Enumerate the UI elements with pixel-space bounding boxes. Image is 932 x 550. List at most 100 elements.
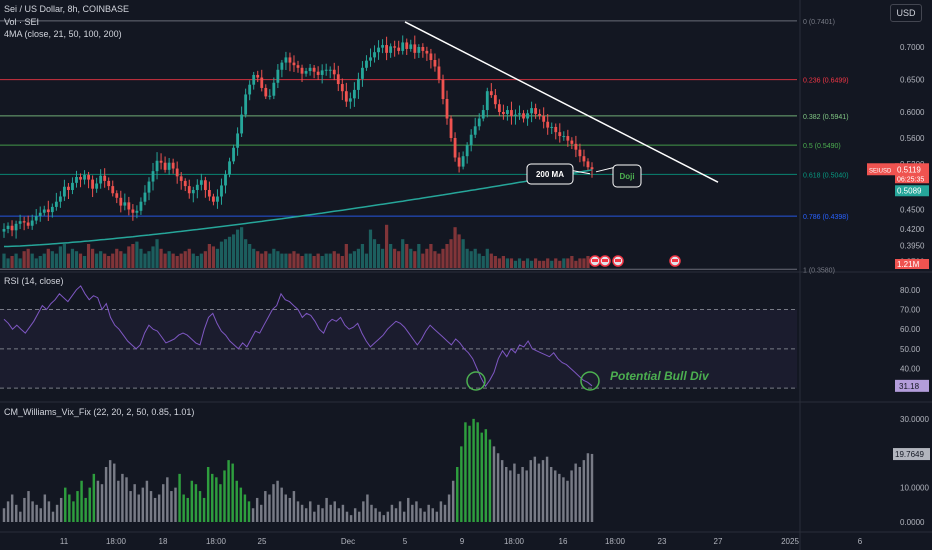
ma200-value: 0.5089 (897, 186, 922, 195)
vix-bar (415, 501, 418, 522)
volume-bar (123, 253, 127, 268)
volume-indicator-label[interactable]: Vol · SEI (4, 17, 40, 27)
volume-bar (191, 253, 195, 268)
volume-bar (235, 229, 240, 268)
volume-bar (380, 248, 385, 268)
volume-bar (485, 248, 489, 268)
vix-bar (382, 515, 385, 522)
candle-body (522, 113, 525, 119)
candle-body (550, 126, 554, 128)
currency-button[interactable]: USD (890, 4, 922, 22)
candle-body (397, 47, 401, 51)
vix-bar (443, 504, 447, 522)
candle-body (42, 209, 46, 213)
volume-bar (187, 248, 191, 268)
vix-bar (35, 504, 38, 522)
vix-bar (194, 484, 198, 522)
annotation-200ma: 200 MA (526, 163, 591, 185)
volume-bar (473, 248, 477, 268)
vix-bar (215, 477, 218, 522)
vix-bar (582, 460, 586, 522)
price-tick-label: 0.5600 (900, 134, 925, 143)
candle-body (46, 209, 50, 213)
candle-body (143, 192, 147, 202)
vix-bar (398, 501, 402, 522)
vix-bar (96, 480, 100, 522)
ma-indicator-label[interactable]: 4MA (close, 21, 50, 100, 200) (4, 29, 122, 39)
candle-body (441, 79, 445, 99)
candle-body (324, 69, 328, 71)
vix-bar (378, 511, 381, 522)
time-tick-label: 18:00 (605, 537, 626, 546)
volume-bar (562, 258, 566, 268)
candle-body (191, 190, 195, 194)
vix-bar (484, 429, 488, 522)
volume-bar (207, 244, 212, 268)
candle-body (83, 175, 86, 180)
flag-stripe (615, 259, 621, 262)
descending-trendline (404, 21, 719, 183)
vix-bar (554, 470, 557, 522)
annotation-box (526, 163, 574, 185)
vix-bar (149, 491, 153, 522)
vix-bar (231, 463, 234, 522)
volume-bar (449, 239, 453, 268)
candle-body (87, 175, 90, 180)
volume-bar (10, 256, 14, 268)
volume-bar (74, 251, 79, 268)
volume-bar (582, 258, 586, 268)
vix-bar (304, 508, 308, 522)
volume-bar (368, 229, 373, 268)
volume-bar (316, 253, 320, 268)
vix-bar (10, 494, 14, 522)
vix-bar (211, 473, 214, 522)
candle-body (485, 91, 489, 111)
volume-bar (252, 248, 256, 268)
fib-level-label: 1 (0.3580) (803, 267, 835, 274)
vix-bar (43, 494, 47, 522)
volume-bar (280, 253, 284, 268)
volume-bar (534, 258, 538, 268)
time-tick-label: 18:00 (106, 537, 127, 546)
vix-bar (374, 508, 377, 522)
candle-body (244, 94, 248, 115)
rsi-indicator-label[interactable]: RSI (14, close) (4, 276, 64, 286)
volume-bar (546, 258, 550, 268)
candle-body (465, 145, 469, 157)
vix-bar (157, 494, 161, 522)
vix-bar (341, 504, 345, 522)
time-tick-label: 6 (858, 537, 863, 546)
vix-bar (386, 511, 390, 522)
candle-body (562, 136, 566, 138)
candle-body (497, 104, 501, 112)
fib-level-label: 0.786 (0.4398) (803, 214, 849, 221)
candle-body (300, 67, 304, 74)
candle-body (429, 53, 433, 60)
divergence-circle (466, 371, 486, 391)
vix-bar (549, 467, 553, 522)
vix-bar (223, 470, 226, 522)
candle-body (260, 77, 264, 88)
volume-bar (521, 260, 526, 268)
volume-bar (167, 251, 171, 268)
candle-body (457, 157, 461, 167)
vix-indicator-label[interactable]: CM_Williams_Vix_Fix (22, 20, 2, 50, 0.85… (4, 407, 195, 417)
volume-bar (413, 251, 417, 268)
vix-bar (574, 463, 577, 522)
candle-body (377, 47, 380, 53)
vix-bar (153, 497, 157, 522)
candle-body (538, 113, 542, 116)
candle-body (187, 186, 191, 194)
volume-bar (103, 253, 107, 268)
vix-bar (517, 473, 520, 522)
vix-bar (19, 511, 22, 522)
volume-bar (550, 260, 554, 268)
vix-bar (566, 480, 569, 522)
candle-body (393, 46, 397, 48)
volume-bar (107, 256, 111, 268)
volume-bar (78, 253, 83, 268)
candle-body (26, 222, 30, 226)
volume-bar (50, 251, 54, 268)
candle-body (139, 201, 143, 211)
